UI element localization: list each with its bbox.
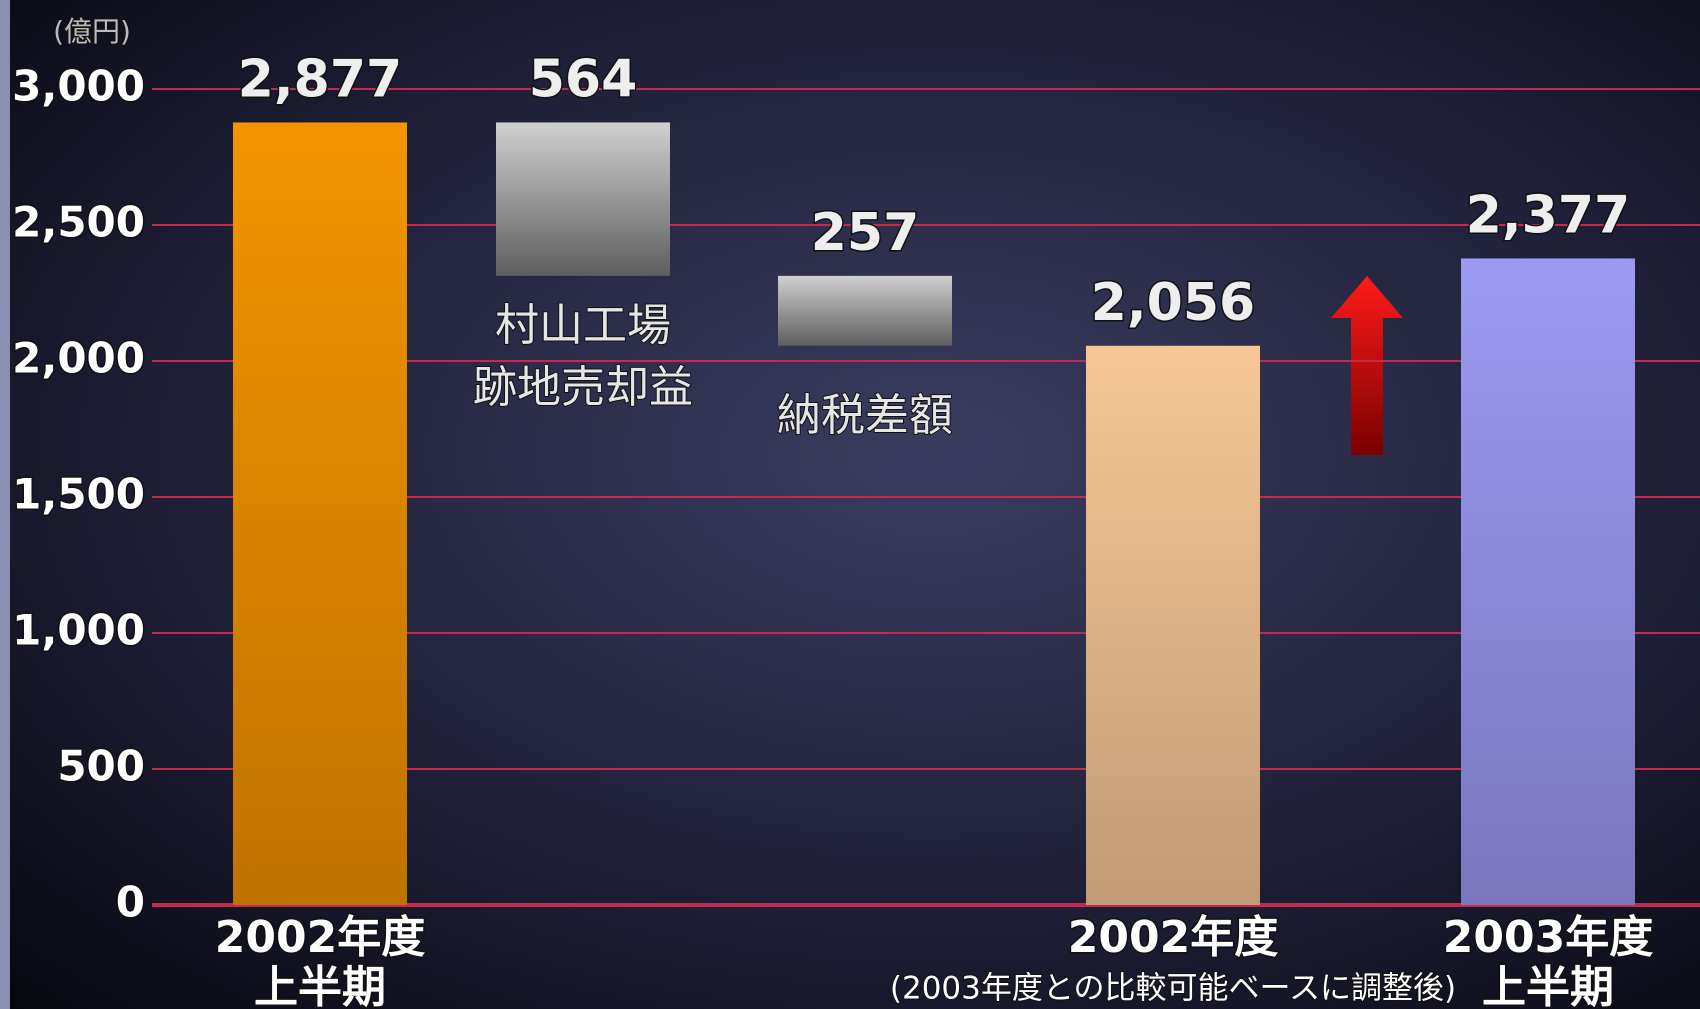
y-tick-label: 3,000: [12, 62, 145, 111]
chart: (億円) 0 500 1,000 1,500 2,000 2,500 3,000 2,877 2…: [0, 0, 1700, 1009]
x-tick-label: (2003年度との比較可能ベースに調整後): [890, 971, 1456, 1007]
bar: [1086, 346, 1260, 905]
y-tick-label: 0: [116, 878, 145, 927]
value-label: 257: [811, 203, 920, 263]
bar: [778, 276, 952, 346]
value-label: 564: [529, 49, 638, 109]
x-tick-label: 2002年度: [1068, 912, 1278, 963]
bar: [496, 122, 670, 275]
value-label: 2,056: [1091, 273, 1255, 333]
left-edge: [0, 0, 10, 1009]
y-tick-label: 500: [57, 742, 145, 791]
value-label: 2,377: [1466, 185, 1630, 245]
annotation-label: 村山工場: [495, 300, 671, 351]
annotation-label: 跡地売却益: [473, 362, 693, 413]
x-tick-label: 上半期: [1482, 962, 1614, 1009]
y-tick-label: 2,000: [12, 334, 145, 383]
annotation-label: 納税差額: [777, 390, 953, 441]
y-tick-label: 1,000: [12, 606, 145, 655]
x-tick-label: 上半期: [254, 962, 386, 1009]
x-tick-label: 2002年度: [215, 912, 425, 963]
unit-label: (億円): [53, 15, 131, 48]
value-label: 2,877: [238, 49, 402, 109]
y-tick-label: 2,500: [12, 198, 145, 247]
bar: [1461, 258, 1635, 905]
y-tick-label: 1,500: [12, 470, 145, 519]
bar: [233, 122, 407, 905]
x-tick-label: 2003年度: [1443, 912, 1653, 963]
